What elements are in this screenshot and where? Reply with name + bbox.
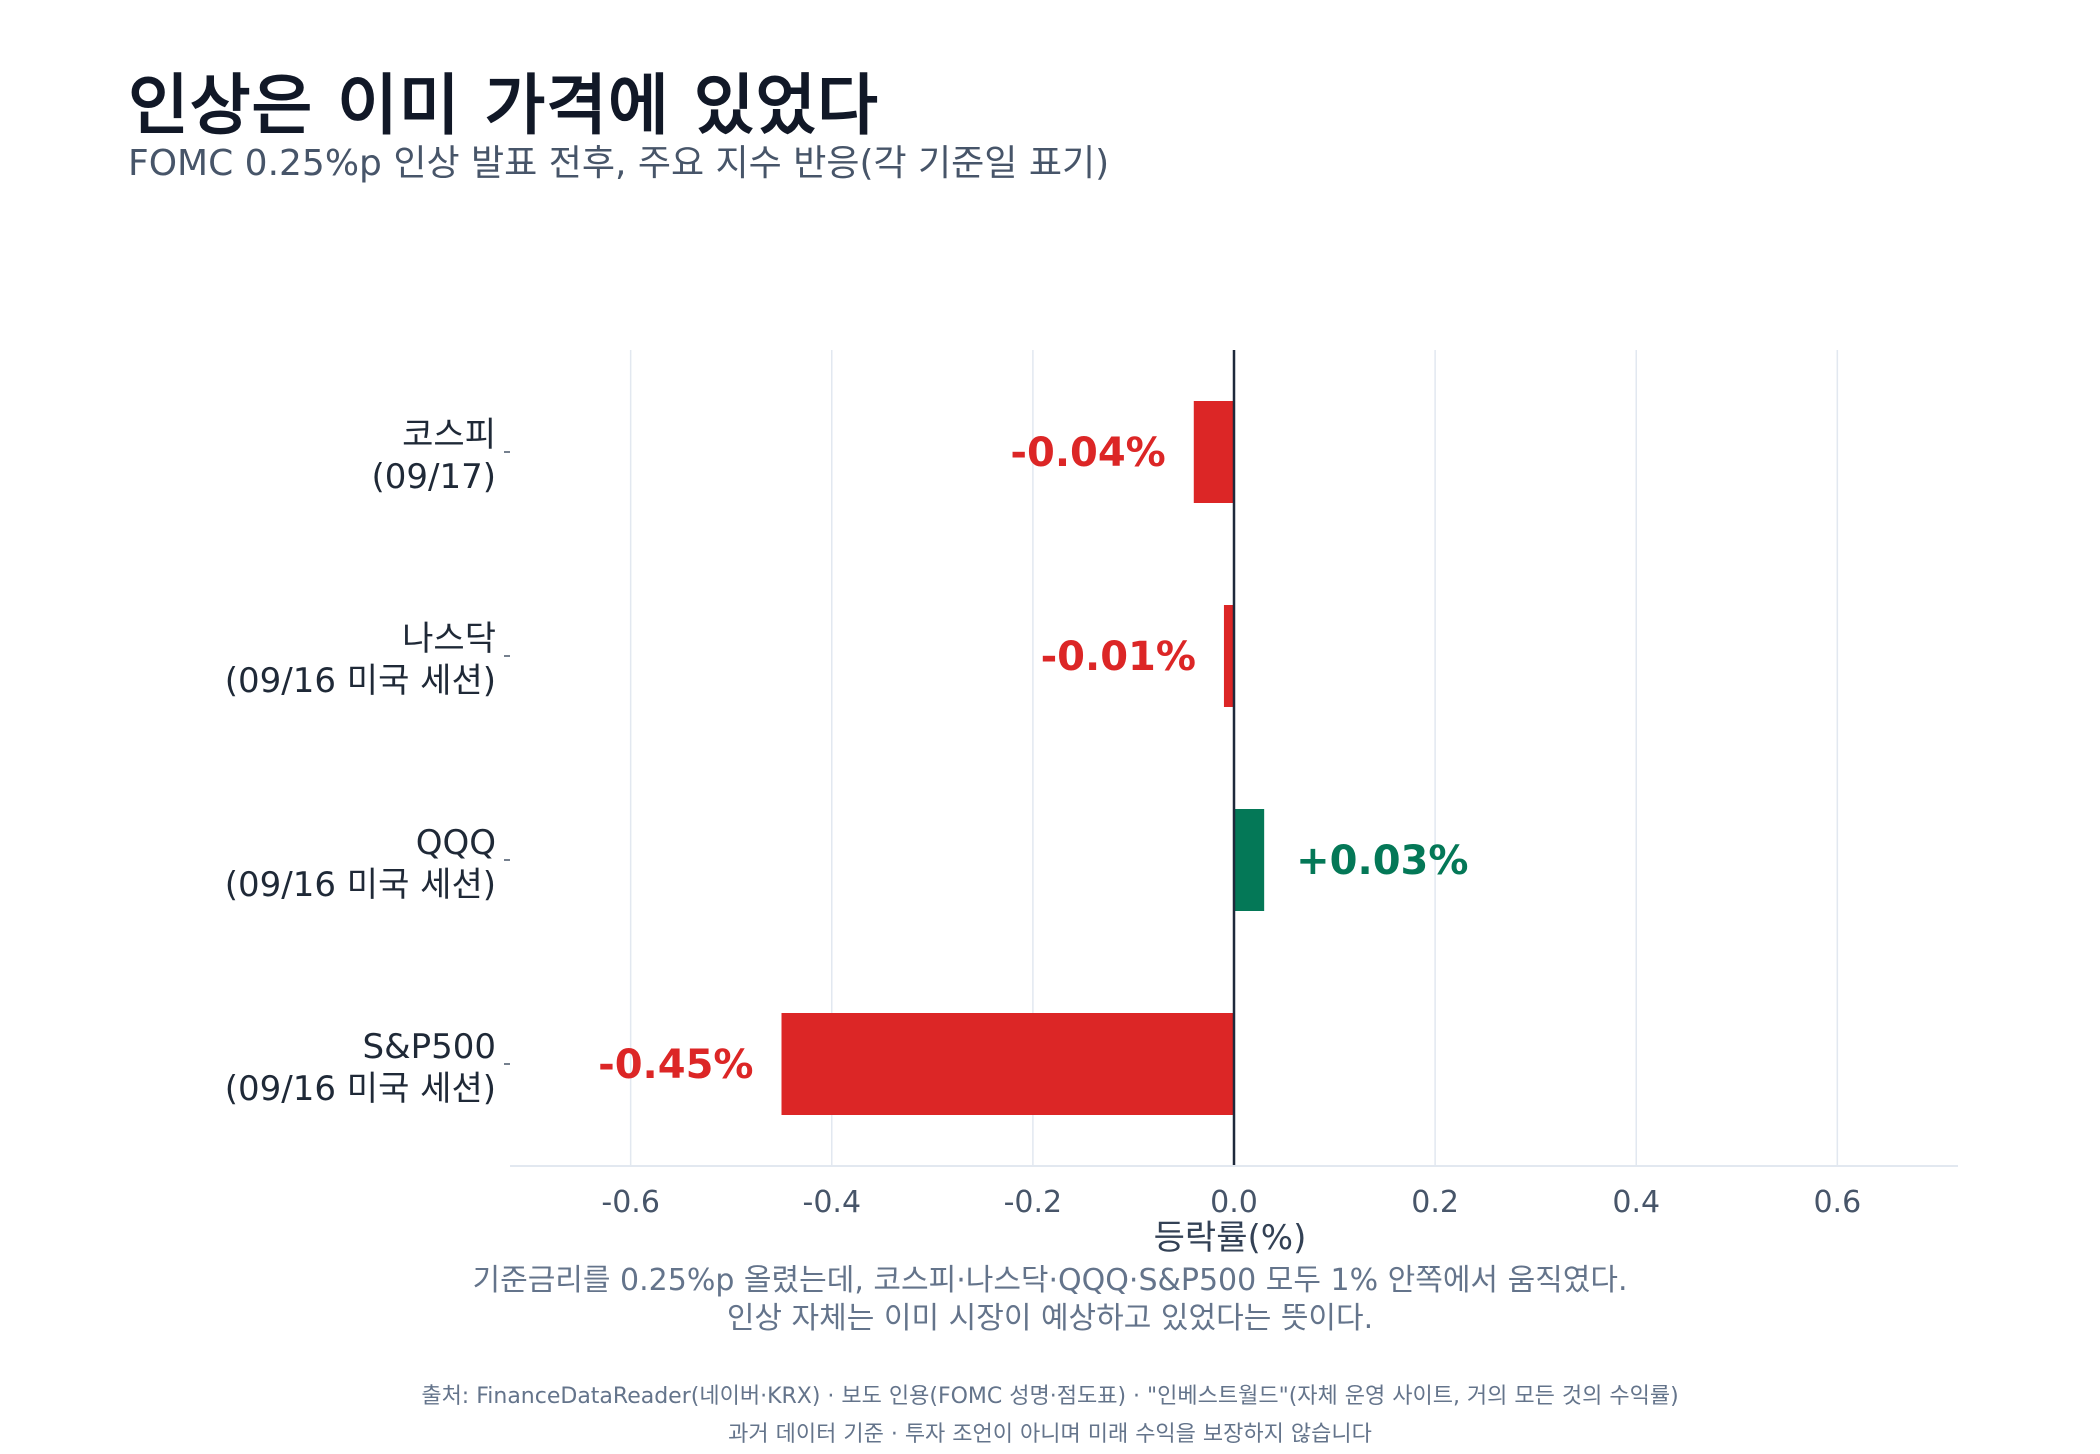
y-category-name: QQQ — [416, 823, 496, 863]
x-tick-label: -0.4 — [803, 1185, 862, 1220]
caption-line: 기준금리를 0.25%p 올렸는데, 코스피·나스닥·QQQ·S&P500 모두… — [472, 1263, 1628, 1298]
caption-line: 인상 자체는 이미 시장이 예상하고 있었다는 뜻이다. — [726, 1301, 1374, 1336]
chart-subtitle: FOMC 0.25%p 인상 발표 전후, 주요 지수 반응(각 기준일 표기) — [128, 143, 1110, 184]
value-labels: -0.04% -0.01% +0.03% -0.45% — [598, 430, 1468, 1088]
source-line: 과거 데이터 기준 · 투자 조언이 아니며 미래 수익을 보장하지 않습니다 — [728, 1422, 1372, 1447]
y-category-date: (09/16 미국 세션) — [225, 661, 496, 701]
x-tick-label: 0.4 — [1612, 1185, 1660, 1220]
value-label: -0.01% — [1041, 634, 1196, 680]
y-category-date: (09/17) — [371, 457, 496, 497]
y-category-name: 코스피 — [402, 415, 496, 455]
x-tick-label: 0.6 — [1813, 1185, 1861, 1220]
x-tick-label: 0.0 — [1210, 1185, 1258, 1220]
x-axis-title: 등락률(%) — [1153, 1218, 1307, 1258]
y-category-name: S&P500 — [363, 1027, 497, 1067]
caption: 기준금리를 0.25%p 올렸는데, 코스피·나스닥·QQQ·S&P500 모두… — [0, 1262, 2100, 1338]
bar — [1193, 401, 1234, 503]
source-note: 출처: FinanceDataReader(네이버·KRX) · 보도 인용(F… — [0, 1378, 2100, 1454]
y-category-date: (09/16 미국 세션) — [225, 1069, 496, 1109]
x-tick-label: -0.2 — [1004, 1185, 1063, 1220]
bar — [1223, 605, 1234, 707]
bar — [1234, 809, 1265, 911]
bar — [781, 1013, 1234, 1115]
source-line: 출처: FinanceDataReader(네이버·KRX) · 보도 인용(F… — [421, 1384, 1679, 1409]
y-category-date: (09/16 미국 세션) — [225, 865, 496, 905]
value-label: -0.04% — [1010, 430, 1165, 476]
x-axis: -0.6 -0.4 -0.2 0.0 0.2 0.4 0.6 — [510, 1165, 1958, 1220]
value-label: +0.03% — [1296, 838, 1468, 884]
x-tick-label: -0.6 — [601, 1185, 660, 1220]
y-axis-labels: 코스피(09/17)나스닥(09/16 미국 세션)QQQ(09/16 미국 세… — [225, 415, 510, 1109]
chart-title: 인상은 이미 가격에 있었다 — [128, 67, 879, 144]
x-tick-label: 0.2 — [1411, 1185, 1459, 1220]
value-label: -0.45% — [598, 1042, 753, 1088]
bars — [781, 350, 1265, 1166]
y-category-name: 나스닥 — [402, 619, 496, 659]
